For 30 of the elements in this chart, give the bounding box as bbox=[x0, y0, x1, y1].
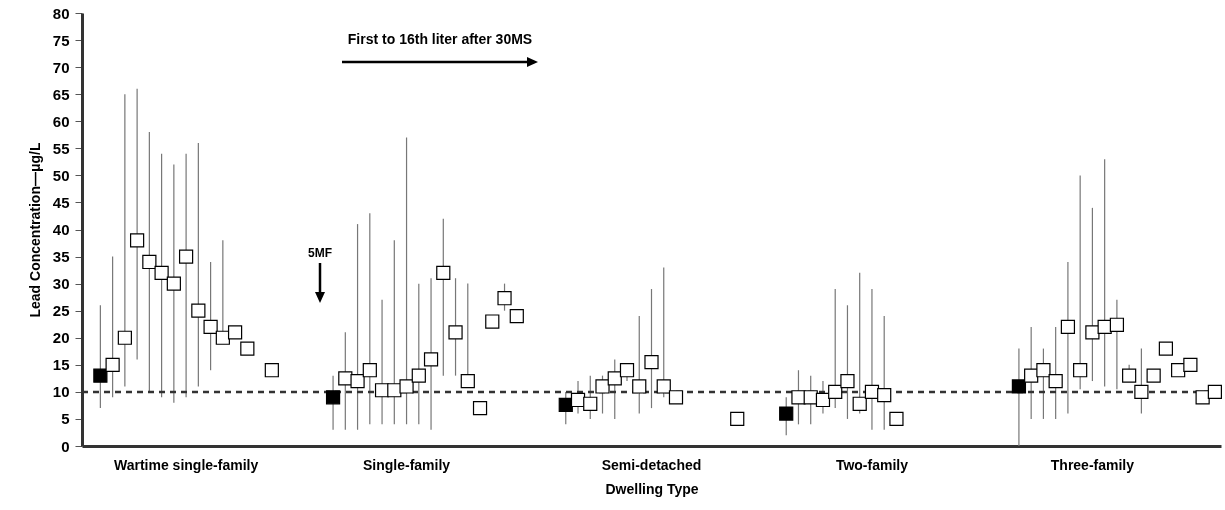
point bbox=[93, 368, 108, 383]
annotation: 5MF bbox=[308, 246, 332, 260]
x-tick-label: Wartime single-family bbox=[114, 456, 259, 473]
y-tick-label: 5 bbox=[61, 410, 70, 428]
y-tick-label: 45 bbox=[52, 193, 70, 211]
point bbox=[325, 390, 341, 405]
y-tick-label: 65 bbox=[52, 85, 70, 103]
x-tick-label: Single-family bbox=[362, 456, 451, 473]
y-tick-label: 30 bbox=[52, 275, 70, 293]
y-tick-label: 60 bbox=[52, 112, 70, 130]
y-tick-label: 10 bbox=[52, 383, 70, 401]
y-tick-label: 55 bbox=[52, 139, 70, 157]
y-tick-label: 20 bbox=[52, 329, 70, 347]
point bbox=[779, 406, 794, 421]
x-axis-title: Dwelling Type bbox=[605, 480, 699, 497]
x-tick-label: Two-family bbox=[835, 456, 909, 473]
annotation: First to 16th liter after 30MS bbox=[347, 31, 533, 47]
y-tick-label: 70 bbox=[52, 58, 70, 76]
y-tick-label: 15 bbox=[52, 356, 70, 374]
y-tick-label: 75 bbox=[52, 31, 70, 49]
y-axis-title: Lead Concentration—μg/L bbox=[26, 142, 43, 318]
y-tick-label: 50 bbox=[52, 166, 70, 184]
y-tick-label: 40 bbox=[52, 221, 70, 238]
y-tick-label: 0 bbox=[61, 437, 70, 455]
x-tick-label: Three-family bbox=[1050, 456, 1135, 473]
y-tick-label: 35 bbox=[52, 248, 70, 266]
x-tick-label: Semi-detached bbox=[601, 456, 702, 473]
point bbox=[1011, 379, 1027, 394]
y-tick-label: 25 bbox=[52, 302, 70, 320]
y-tick-label: 80 bbox=[52, 4, 70, 22]
